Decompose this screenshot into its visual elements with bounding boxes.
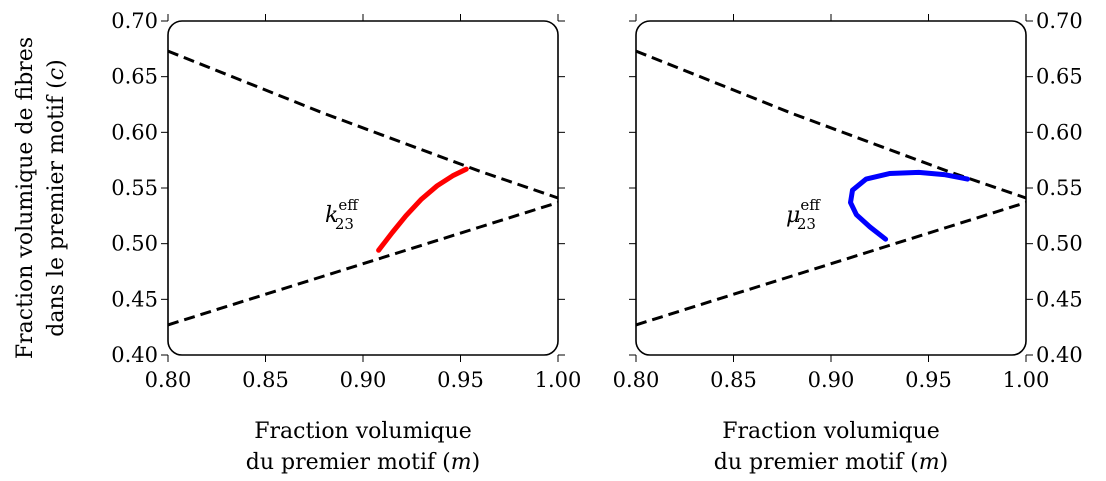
annotation-sup: eff	[800, 196, 821, 214]
y-tick-label: 0.60	[1036, 120, 1083, 144]
curve-annotation: μeff 23	[786, 196, 821, 233]
y-tick-label: 0.55	[1036, 176, 1083, 200]
annotation-sub: 23	[797, 215, 816, 233]
y-tick-label: 0.65	[1036, 65, 1083, 89]
series-line-0	[376, 166, 469, 253]
annotation-sup: eff	[338, 196, 359, 214]
chart-mu23: 0.80 0.85 0.90 0.95 1.000.40 0.45 0.50 0.55 0.60…	[613, 9, 1083, 475]
y-axis-label-line: dans le premier motif (c)	[44, 59, 69, 336]
annotation-base: μ	[786, 203, 800, 228]
x-tick-label: 0.95	[905, 368, 952, 392]
x-tick-label: 1.00	[1003, 368, 1050, 392]
x-tick-label: 0.80	[145, 368, 192, 392]
y-tick-label: 0.55	[111, 176, 158, 200]
x-axis-label-line: Fraction volumique	[254, 419, 472, 444]
bound-line-0	[635, 49, 1027, 200]
x-axis-label-line: du premier motif (m)	[246, 450, 480, 475]
x-tick-label: 0.90	[340, 368, 387, 392]
plot-frame	[167, 20, 559, 356]
x-tick-label: 0.80	[613, 368, 660, 392]
y-tick-label: 0.50	[111, 232, 158, 256]
annotation-sub: 23	[335, 215, 354, 233]
y-tick-label: 0.50	[1036, 232, 1083, 256]
y-tick-label: 0.40	[111, 343, 158, 367]
chart-k23: 0.80 0.85 0.90 0.95 1.00 0.40 0.45 0.50 0.55 0.60…	[13, 9, 581, 475]
plot-frame	[635, 20, 1027, 356]
bound-line-0	[167, 49, 559, 200]
x-tick-label: 0.95	[437, 368, 484, 392]
x-axis-label-line: Fraction volumique	[722, 419, 940, 444]
x-tick-label: 0.85	[710, 368, 757, 392]
x-tick-label: 0.90	[808, 368, 855, 392]
y-tick-label: 0.45	[1036, 287, 1083, 311]
series-line-0	[848, 169, 970, 242]
x-axis-label-line: du premier motif (m)	[714, 450, 948, 475]
bound-line-1	[167, 201, 559, 327]
y-tick-label: 0.60	[111, 120, 158, 144]
y-tick-label: 0.40	[1036, 343, 1083, 367]
curve-annotation: keff 23	[325, 196, 359, 233]
y-tick-label: 0.65	[111, 65, 158, 89]
y-tick-label: 0.45	[111, 287, 158, 311]
y-tick-label: 0.70	[111, 9, 158, 33]
bound-line-1	[635, 201, 1027, 327]
annotation-base: k	[325, 203, 338, 228]
x-tick-label: 0.85	[242, 368, 289, 392]
y-tick-label: 0.70	[1036, 9, 1083, 33]
y-axis-label-line: Fraction volumique de fibres	[13, 37, 38, 359]
x-tick-label: 1.00	[535, 368, 582, 392]
